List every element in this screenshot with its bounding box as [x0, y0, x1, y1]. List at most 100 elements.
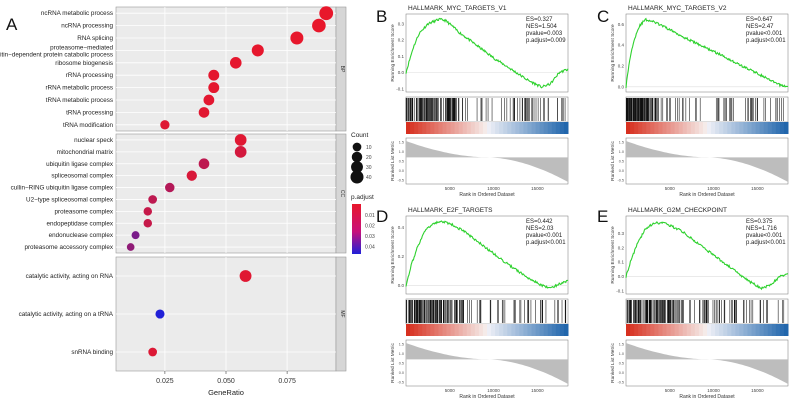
- gsea-panel-e: HALLMARK_G2M_CHECKPOINT 0.3 0.2 0.1 0.0 -0.1 E…: [610, 207, 789, 400]
- term-label: rRNA processing: [66, 72, 114, 79]
- x-axis-title: Rank in Ordered Dataset: [459, 394, 515, 400]
- rank-color-segment: [434, 122, 439, 134]
- rank-color-segment: [543, 324, 549, 336]
- es-curve: [405, 220, 569, 289]
- es-y-tick-label: 0.3: [618, 231, 625, 236]
- rank-color-segment: [690, 324, 696, 336]
- rank-color-segment: [678, 324, 684, 336]
- rank-color-segment: [515, 324, 520, 336]
- rank-color-segment: [771, 324, 777, 336]
- term-label: ncRNA metabolic process: [41, 10, 113, 17]
- x-tick-label: 5000: [665, 186, 676, 191]
- dot: [312, 18, 326, 33]
- legend-count-label: 40: [366, 175, 372, 181]
- rank-color-segment: [763, 122, 769, 134]
- es-y-tick-label: -0.1: [616, 289, 624, 294]
- es-y-tick-label: 0.0: [618, 274, 625, 279]
- x-tick-label: 0.075: [278, 378, 296, 385]
- rank-color-segment: [783, 324, 789, 336]
- rank-color-segment: [491, 324, 496, 336]
- rank-color-segment: [775, 122, 781, 134]
- es-y-tick-label: 0.2: [398, 38, 405, 43]
- es-y-tick-label: 0.0: [398, 283, 405, 288]
- x-axis-title: GeneRatio: [208, 388, 244, 397]
- rank-color-segment: [418, 324, 423, 336]
- rank-color-segment: [727, 324, 732, 336]
- rank-color-segment: [634, 324, 639, 336]
- metric-area: [406, 343, 568, 384]
- term-label: mitochondrial matrix: [57, 149, 114, 156]
- metric-y-tick-label: 0.0: [399, 169, 404, 173]
- rank-color-segment: [779, 324, 785, 336]
- rank-color-segment: [698, 122, 704, 134]
- rank-color-segment: [482, 122, 488, 134]
- es-y-axis-title: Running Enrichment Score: [610, 226, 616, 284]
- rank-color-segment: [682, 324, 688, 336]
- rank-color-segment: [763, 324, 769, 336]
- x-axis-title: Rank in Ordered Dataset: [459, 192, 515, 198]
- rank-color-segment: [422, 324, 427, 336]
- gsea-stat: p.adjust<0.001: [746, 38, 786, 44]
- rank-color-segment: [630, 324, 635, 336]
- rank-color-segment: [755, 324, 761, 336]
- dot: [155, 309, 165, 319]
- metric-y-tick-label: 0.5: [619, 160, 624, 164]
- x-tick-label: 5000: [445, 186, 456, 191]
- es-y-tick-label: 0.0: [398, 70, 405, 75]
- metric-y-tick-label: -0.5: [617, 381, 624, 385]
- rank-color-segment: [674, 324, 680, 336]
- dot: [160, 120, 170, 130]
- rank-color-segment: [694, 122, 700, 134]
- rank-color-segment: [478, 324, 484, 336]
- es-y-tick-label: 0.2: [398, 254, 405, 259]
- rank-color-segment: [630, 122, 635, 134]
- dot: [290, 31, 304, 45]
- rank-color-segment: [646, 122, 651, 134]
- facet-strip-label: MF: [339, 310, 345, 317]
- dot: [234, 134, 247, 146]
- term-label: ubiquitin ligase complex: [46, 161, 114, 168]
- rank-color-segment: [759, 122, 765, 134]
- dot: [143, 207, 153, 216]
- rank-color-segment: [654, 122, 659, 134]
- dot: [203, 94, 215, 106]
- rank-color-segment: [666, 122, 672, 134]
- gsea-stat: pvalue=0.003: [526, 31, 563, 37]
- gsea-stat: ES=0.375: [746, 219, 773, 225]
- metric-area: [626, 141, 788, 182]
- dot: [208, 82, 220, 94]
- rank-color-segment: [442, 122, 447, 134]
- rank-color-segment: [662, 122, 667, 134]
- gsea-stat: ES=0.442: [526, 219, 553, 225]
- rank-color-segment: [551, 122, 557, 134]
- rank-color-segment: [418, 122, 423, 134]
- rank-color-segment: [686, 324, 692, 336]
- es-y-axis-title: Running Enrichment Score: [390, 24, 396, 82]
- es-y-tick-label: 0.1: [618, 260, 625, 265]
- dot: [148, 347, 158, 357]
- term-label: tRNA modification: [63, 122, 114, 129]
- rank-color-segment: [642, 122, 647, 134]
- rank-color-segment: [478, 122, 484, 134]
- gsea-stat: pvalue<0.001: [746, 31, 783, 37]
- gsea-stat: NES=2.03: [526, 226, 554, 232]
- rank-color-segment: [491, 122, 496, 134]
- x-tick-label: 0.025: [156, 378, 174, 385]
- rank-color-segment: [462, 324, 468, 336]
- rank-color-segment: [507, 324, 512, 336]
- rank-color-segment: [711, 122, 716, 134]
- rank-color-segment: [670, 122, 676, 134]
- dot: [208, 69, 220, 81]
- rank-color-segment: [503, 324, 508, 336]
- term-label: tRNA processing: [66, 109, 113, 116]
- metric-y-tick-label: 1.0: [619, 352, 624, 356]
- x-tick-label: 5000: [665, 388, 676, 393]
- rank-color-segment: [543, 122, 549, 134]
- rank-color-segment: [442, 324, 447, 336]
- metric-y-axis-title: Ranked List Metric: [390, 343, 396, 383]
- rank-color-segment: [698, 324, 704, 336]
- rank-color-segment: [555, 122, 561, 134]
- es-y-tick-label: 0.4: [618, 43, 625, 48]
- rank-color-segment: [719, 324, 724, 336]
- rank-color-segment: [682, 122, 688, 134]
